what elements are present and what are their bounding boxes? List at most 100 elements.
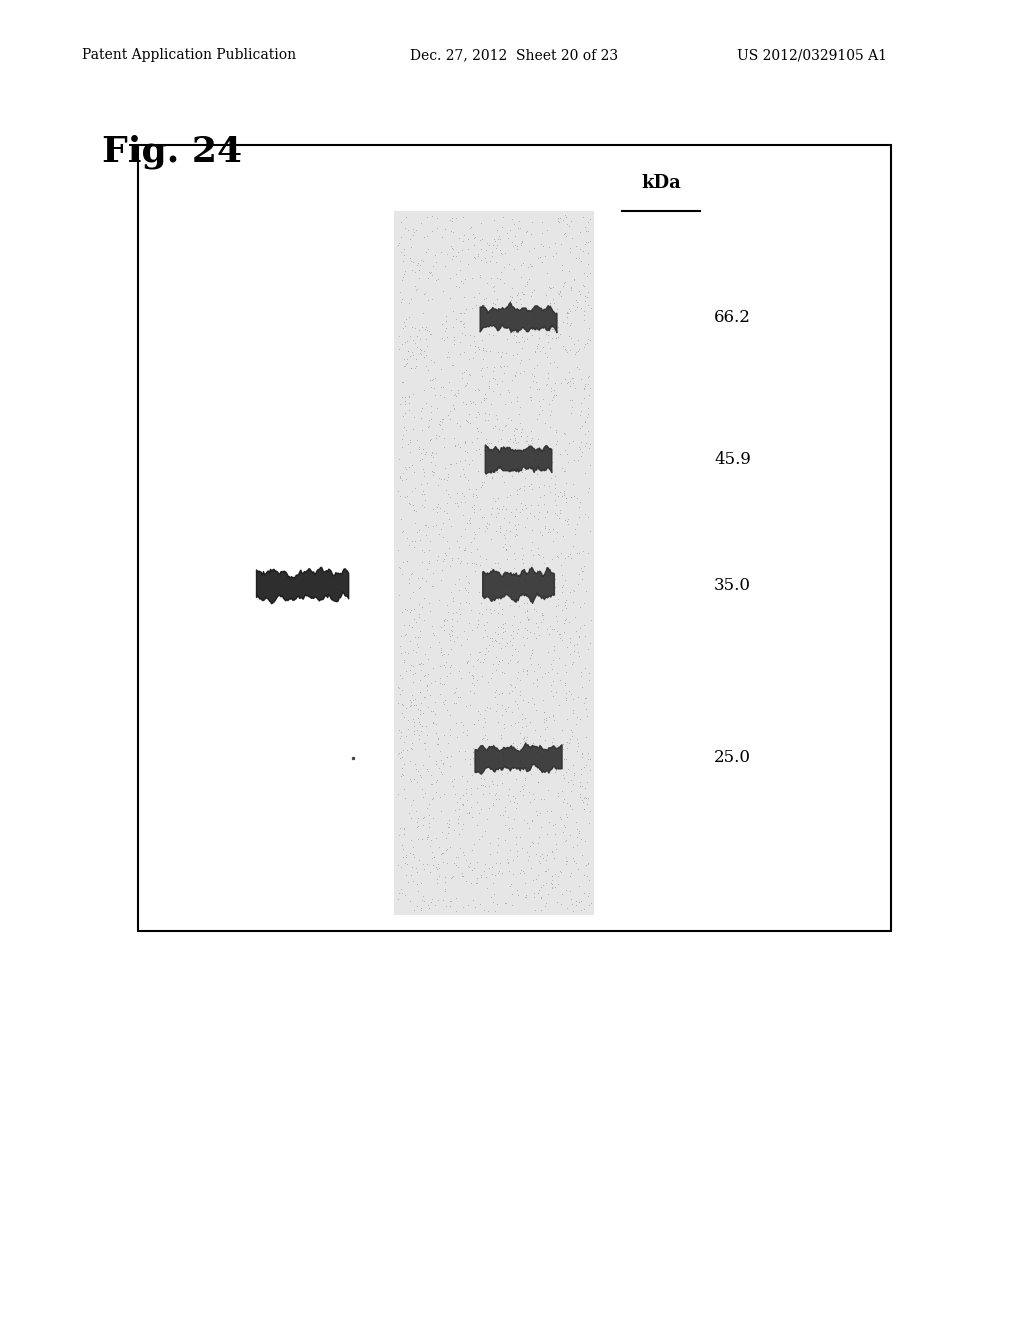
Point [550, 594, 566, 615]
Point [457, 537, 473, 558]
Point [399, 550, 416, 572]
Point [423, 429, 439, 450]
Point [490, 788, 507, 809]
Point [515, 552, 531, 573]
Point [453, 711, 469, 733]
Point [562, 825, 579, 846]
Point [404, 837, 421, 858]
Point [529, 463, 546, 484]
Point [416, 858, 432, 879]
Point [397, 599, 414, 620]
Point [577, 865, 593, 886]
Point [546, 292, 562, 313]
Point [496, 713, 512, 734]
Point [518, 425, 535, 446]
Point [549, 545, 565, 566]
Point [493, 756, 509, 777]
Point [477, 247, 494, 268]
Point [517, 569, 534, 590]
Point [502, 631, 518, 652]
Point [482, 603, 499, 624]
Point [551, 623, 567, 644]
Point [495, 603, 511, 624]
Point [498, 414, 514, 436]
Point [505, 583, 521, 605]
Point [449, 482, 465, 503]
Point [392, 466, 409, 487]
Point [505, 235, 521, 256]
Point [536, 440, 552, 461]
Point [506, 788, 522, 809]
Point [439, 700, 456, 721]
Point [394, 334, 411, 355]
Point [488, 289, 505, 310]
Point [511, 404, 527, 425]
Point [507, 513, 523, 535]
Point [575, 560, 592, 581]
Point [438, 470, 455, 491]
Point [432, 414, 449, 436]
Point [403, 795, 420, 816]
Point [563, 781, 580, 803]
Point [545, 276, 561, 297]
Point [541, 519, 557, 540]
Point [488, 404, 505, 425]
Point [416, 226, 432, 247]
Point [476, 899, 493, 920]
Point [417, 739, 433, 760]
Point [562, 280, 579, 301]
Point [402, 738, 419, 759]
Point [490, 418, 507, 440]
Point [531, 656, 548, 677]
Point [436, 673, 453, 694]
Point [529, 832, 546, 853]
Point [395, 739, 412, 760]
Point [537, 663, 553, 684]
Point [482, 442, 499, 463]
Point [476, 507, 493, 528]
Point [477, 776, 494, 797]
Point [440, 342, 457, 363]
Point [474, 474, 490, 495]
Point [413, 898, 429, 919]
Point [474, 338, 490, 359]
Point [570, 507, 587, 528]
Point [442, 718, 459, 739]
Point [501, 779, 517, 800]
Point [540, 859, 556, 880]
Point [414, 397, 430, 418]
Point [524, 281, 541, 302]
Point [580, 397, 596, 418]
Point [433, 843, 450, 865]
Point [396, 651, 413, 672]
Point [570, 281, 587, 302]
Point [513, 548, 529, 569]
Point [516, 284, 532, 305]
Point [469, 777, 485, 799]
Point [506, 690, 522, 711]
Point [546, 351, 562, 372]
Point [415, 715, 431, 737]
Point [494, 564, 510, 585]
Point [514, 337, 530, 358]
Point [548, 595, 564, 616]
Point [452, 805, 468, 826]
Point [559, 545, 575, 566]
Point [525, 371, 542, 392]
Point [444, 867, 461, 888]
Point [425, 378, 441, 399]
Point [528, 338, 545, 359]
Point [577, 376, 593, 397]
Point [435, 655, 452, 676]
Point [443, 620, 460, 642]
Point [428, 424, 444, 445]
Point [523, 587, 540, 609]
Point [396, 331, 413, 352]
Point [443, 655, 460, 676]
Point [464, 297, 480, 318]
Point [493, 725, 509, 746]
Point [415, 458, 431, 479]
Point [421, 261, 437, 282]
Point [394, 288, 411, 309]
Point [556, 223, 572, 244]
